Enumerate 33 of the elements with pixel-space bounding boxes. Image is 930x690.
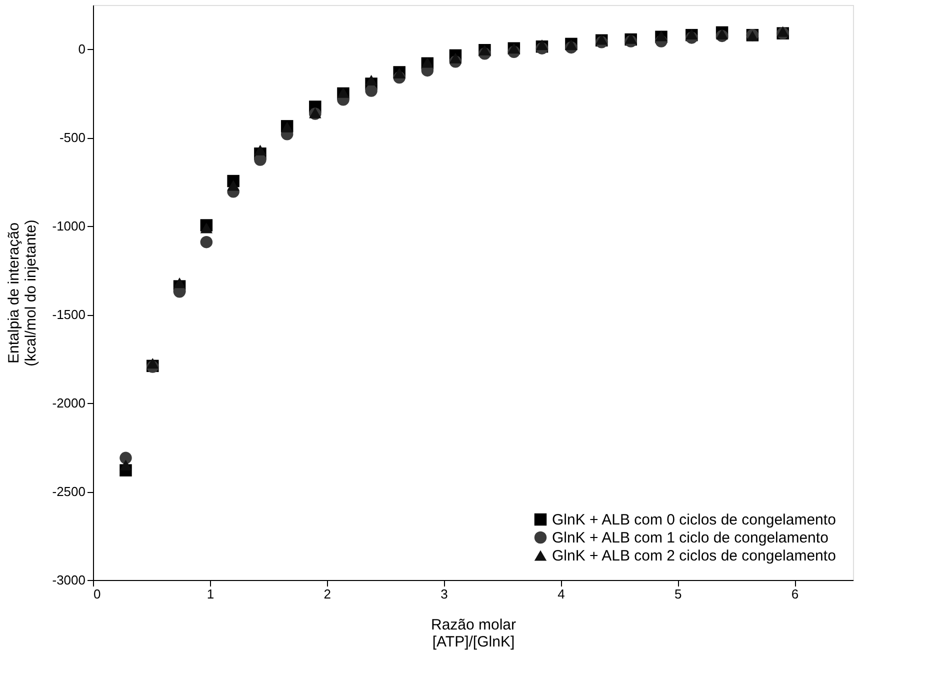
x-tick-label: 2 (324, 586, 331, 602)
point (449, 52, 462, 64)
y-tick-label: -1000 (52, 218, 86, 234)
y-tick-label: -500 (59, 130, 86, 146)
point (200, 222, 213, 234)
y-tick-label: -2500 (52, 484, 86, 500)
point (173, 277, 186, 288)
y-axis-title: Entalpia de interação (kcal/mol do injetante) (5, 220, 40, 366)
x-tick-label: 5 (674, 586, 682, 602)
y-tick-label: -3000 (52, 572, 86, 588)
legend-label: GlnK + ALB com 2 ciclos de congelamento (552, 548, 836, 564)
point (365, 84, 378, 97)
point (227, 180, 240, 191)
point (120, 452, 132, 464)
x-axis-title: Razão molar [ATP]/[GlnK] (430, 616, 516, 650)
legend-label: GlnK + ALB com 1 ciclo de congelamento (552, 530, 828, 546)
point (776, 26, 789, 37)
x-tick-label: 1 (206, 586, 214, 602)
x-tick-label: 6 (791, 586, 799, 602)
x-tick-label: 3 (440, 586, 448, 602)
point (120, 460, 132, 470)
point (365, 74, 378, 86)
y-tick-label: -1500 (52, 307, 86, 322)
y-tick-label: 0 (78, 42, 86, 57)
point (200, 236, 213, 248)
y-tick-label: -2000 (52, 396, 86, 411)
legend-label: GlnK + ALB com 0 ciclos de congelamento (552, 512, 836, 528)
point (254, 144, 266, 156)
point (146, 358, 159, 369)
point (536, 40, 548, 50)
x-tick-label: 0 (94, 586, 101, 602)
x-tick-label: 4 (558, 586, 565, 602)
point (716, 28, 728, 40)
